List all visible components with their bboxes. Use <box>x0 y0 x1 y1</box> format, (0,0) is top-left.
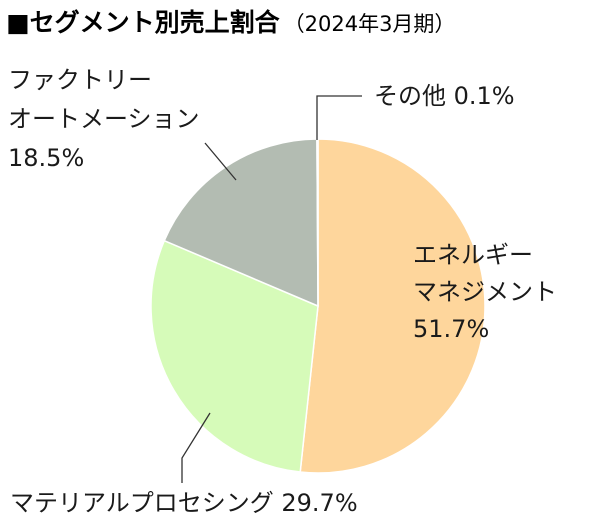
leader-lines <box>181 95 362 483</box>
slice-labels: エネルギーマネジメント 51.7% マテリアルプロセシング 29.7% ファクトリーオ… <box>8 66 557 517</box>
pie-slice-3 <box>316 138 319 307</box>
slice-label-0: エネルギーマネジメント 51.7% <box>413 241 557 343</box>
chart-title: ■セグメント別売上割合 （2024年3月期） <box>6 8 455 37</box>
slice-label-2: ファクトリーオートメーション 18.5% <box>8 66 200 172</box>
slice-label-line: その他 0.1% <box>374 82 515 110</box>
slice-label-line: オートメーション <box>8 105 200 133</box>
slice-label-line: マネジメント <box>413 278 557 306</box>
slice-label-line: ファクトリー <box>8 66 152 94</box>
pie-slices <box>150 138 486 474</box>
slice-label-3: その他 0.1% <box>374 82 515 110</box>
leader-line-2 <box>316 95 362 140</box>
pie-slice-1 <box>150 239 319 473</box>
slice-label-1: マテリアルプロセシング 29.7% <box>10 489 358 517</box>
leader-line-0 <box>181 412 211 483</box>
pie-slice-0 <box>299 138 486 474</box>
slice-label-line: マテリアルプロセシング 29.7% <box>10 489 358 517</box>
slice-label-line: エネルギー <box>413 241 533 269</box>
slice-label-line: 51.7% <box>413 315 489 343</box>
leader-line-1 <box>204 142 237 181</box>
chart-title-main: ■セグメント別売上割合 <box>6 8 281 37</box>
chart-subtitle: （2024年3月期） <box>284 12 456 36</box>
slice-label-line: 18.5% <box>8 144 84 172</box>
